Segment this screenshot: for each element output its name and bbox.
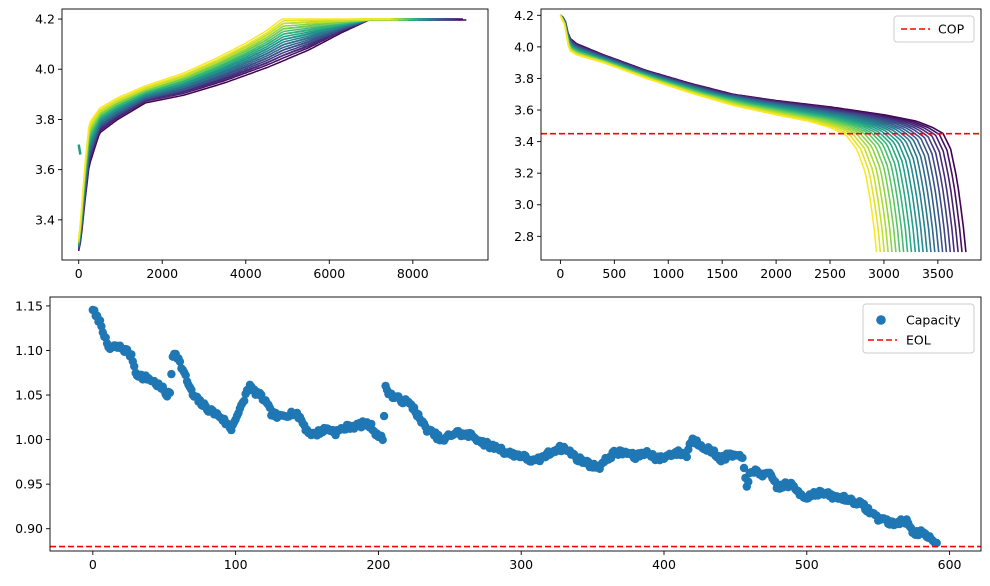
- capacity-y-tick-label: 0.90: [15, 521, 43, 536]
- capacity-point: [367, 419, 376, 429]
- capacity-point: [739, 463, 749, 473]
- capacity-x-tick-label: 200: [366, 557, 390, 572]
- discharge-y-tick-label: 3.0: [514, 197, 534, 212]
- discharge-x-tick-label: 3500: [922, 266, 954, 281]
- charge-curve: [77, 18, 443, 248]
- capacity-chart: 0 100 200 300 400 500 600 0.90 0.95 1.00 1.05 1.10…: [15, 296, 982, 572]
- capacity-point: [682, 452, 691, 462]
- charge-x-tick-label: 4000: [230, 266, 262, 281]
- discharge-y-tick-label: 3.2: [514, 166, 534, 181]
- charge-y-axis: 3.4 3.6 3.8 4.0 4.2: [35, 12, 62, 227]
- capacity-point: [744, 477, 753, 486]
- capacity-y-tick-label: 0.95: [15, 477, 43, 492]
- charge-x-tick-label: 8000: [397, 266, 429, 281]
- discharge-plot-frame: [540, 8, 982, 261]
- charge-curve: [77, 18, 422, 243]
- charge-curve: [77, 18, 415, 244]
- capacity-y-tick-label: 1.15: [15, 298, 43, 313]
- capacity-x-tick-label: 300: [509, 557, 533, 572]
- capacity-point: [240, 396, 249, 406]
- discharge-voltage-chart: 0 500 1000 1500 2000 2500 3000 3500 2.8 3.0 3.2 3.…: [514, 8, 982, 281]
- capacity-x-tick-label: 400: [652, 557, 676, 572]
- charge-x-tick-label: 6000: [313, 266, 345, 281]
- legend-cop-label: COP: [938, 22, 965, 37]
- capacity-x-axis: 0 100 200 300 400 500 600: [89, 551, 962, 572]
- discharge-y-tick-label: 3.8: [514, 71, 534, 86]
- discharge-y-axis: 2.8 3.0 3.2 3.4 3.6 3.8 4.0 4.2: [514, 8, 541, 244]
- capacity-points-group: [88, 305, 941, 548]
- legend-capacity-swatch: [876, 315, 886, 325]
- discharge-x-tick-label: 0: [556, 266, 564, 281]
- capacity-x-tick-label: 0: [89, 557, 97, 572]
- charge-y-tick-label: 3.4: [35, 212, 55, 227]
- discharge-curve: [559, 14, 878, 253]
- capacity-y-tick-label: 1.00: [15, 432, 43, 447]
- capacity-point: [165, 388, 175, 397]
- capacity-x-tick-label: 100: [224, 557, 248, 572]
- charge-curve-blip: [77, 144, 82, 155]
- charge-curve: [77, 18, 392, 239]
- charge-voltage-chart: 0 2000 4000 6000 8000 3.4 3.6 3.8 4.0 4.2: [35, 8, 489, 281]
- discharge-legend: COP: [893, 15, 975, 43]
- capacity-point: [181, 371, 190, 380]
- discharge-x-axis: 0 500 1000 1500 2000 2500 3000 3500: [556, 260, 954, 281]
- capacity-plot-frame: [49, 296, 982, 552]
- capacity-legend: Capacity EOL: [862, 303, 975, 354]
- capacity-y-tick-label: 1.05: [15, 388, 43, 403]
- capacity-point: [175, 357, 185, 366]
- charge-y-tick-label: 3.8: [35, 112, 55, 127]
- capacity-point: [130, 362, 139, 371]
- discharge-x-tick-label: 3000: [868, 266, 900, 281]
- capacity-x-tick-label: 600: [938, 557, 962, 572]
- legend-eol-label: EOL: [906, 333, 931, 348]
- charge-y-tick-label: 4.2: [35, 12, 55, 27]
- discharge-x-tick-label: 500: [602, 266, 626, 281]
- discharge-y-tick-label: 3.4: [514, 134, 534, 149]
- charge-series-group: [77, 18, 467, 252]
- discharge-legend-box: [893, 15, 975, 43]
- discharge-y-tick-label: 3.6: [514, 103, 534, 118]
- capacity-point: [127, 350, 136, 359]
- charge-curve: [77, 19, 398, 242]
- discharge-y-tick-label: 4.2: [514, 8, 534, 23]
- discharge-y-tick-label: 2.8: [514, 229, 534, 244]
- discharge-x-tick-label: 2000: [760, 266, 792, 281]
- capacity-y-axis: 0.90 0.95 1.00 1.05 1.10 1.15: [15, 298, 50, 536]
- charge-y-tick-label: 4.0: [35, 62, 55, 77]
- capacity-x-tick-label: 500: [795, 557, 819, 572]
- discharge-x-tick-label: 2500: [814, 266, 846, 281]
- charge-curve: [77, 19, 408, 244]
- discharge-y-tick-label: 4.0: [514, 39, 534, 54]
- charge-curve: [77, 19, 457, 250]
- charge-y-tick-label: 3.6: [35, 162, 55, 177]
- capacity-point: [932, 538, 941, 548]
- discharge-x-tick-label: 1500: [706, 266, 738, 281]
- capacity-point: [378, 435, 387, 445]
- capacity-point: [167, 369, 176, 379]
- discharge-series-group: [559, 14, 967, 253]
- capacity-y-tick-label: 1.10: [15, 343, 43, 358]
- charge-x-axis: 0 2000 4000 6000 8000: [75, 260, 429, 281]
- charge-x-tick-label: 0: [75, 266, 83, 281]
- capacity-point: [738, 453, 747, 463]
- legend-capacity-label: Capacity: [906, 313, 961, 328]
- charge-plot-frame: [61, 8, 489, 261]
- charge-x-tick-label: 2000: [146, 266, 178, 281]
- charge-curve: [77, 19, 418, 245]
- discharge-x-tick-label: 1000: [652, 266, 684, 281]
- capacity-point: [379, 411, 389, 421]
